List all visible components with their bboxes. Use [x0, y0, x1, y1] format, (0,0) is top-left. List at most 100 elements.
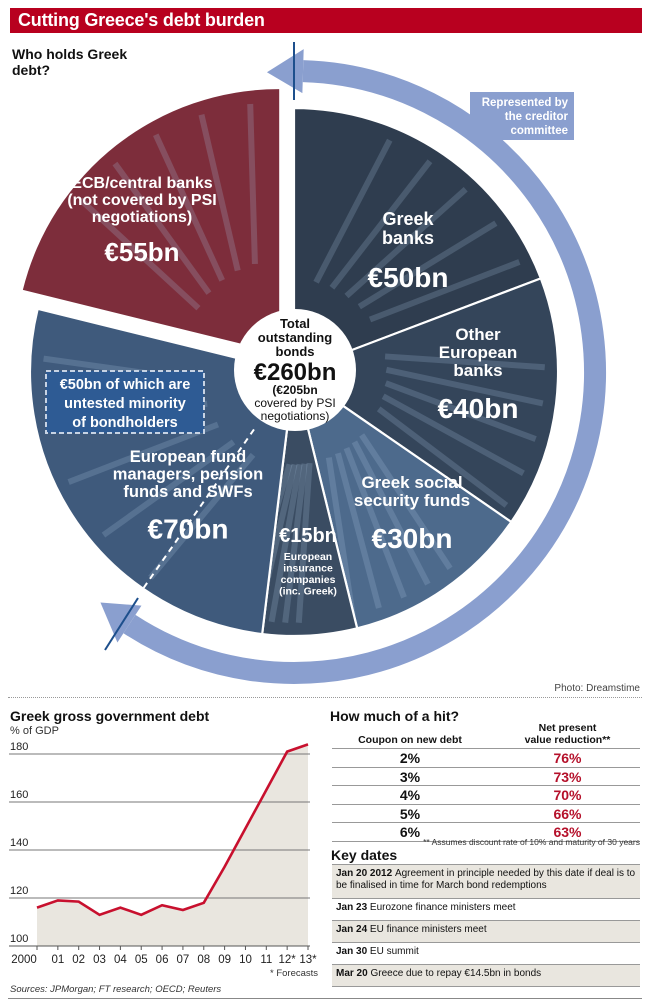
debt-area-fill: [37, 744, 308, 946]
x-tick-label: 13*: [299, 954, 317, 966]
pie-slice-label: (inc. Greek): [279, 586, 337, 598]
coupon-cell: 2%: [399, 750, 421, 766]
creditor-note: Represented by the creditor committee: [470, 92, 574, 140]
y-tick-label: 180: [10, 741, 28, 753]
sources-note: Sources: JPMorgan; FT research; OECD; Re…: [10, 984, 222, 995]
hit-col-npv-header-line2: value reduction**: [524, 734, 611, 746]
coupon-cell: 3%: [399, 768, 421, 785]
slice-texture: [282, 463, 308, 624]
pie-slice-label: European fund: [130, 448, 246, 466]
key-date-text: EU finance ministers meet: [369, 924, 487, 935]
slice-texture: [268, 463, 303, 623]
hit-table-row: 4% 70%: [332, 786, 640, 805]
slice-texture: [67, 421, 220, 485]
arrow-band: [123, 60, 606, 684]
title-bar: Cutting Greece's debt burden: [10, 8, 642, 33]
slice-texture: [344, 186, 468, 299]
hit-table-row: 2% 76%: [332, 748, 640, 768]
x-tick-label: 10: [239, 954, 252, 966]
key-date-item: Jan 30 EU summit: [332, 943, 640, 965]
slice-texture: [313, 138, 393, 284]
pie-slice-label: managers, pension: [113, 466, 263, 484]
center-label: outstanding: [258, 330, 332, 345]
pie-heading: Who holds Greek debt?: [12, 46, 128, 78]
creditor-note-line: committee: [510, 125, 568, 137]
pie-slice-value: €50bn: [368, 262, 449, 293]
npv-cell: 70%: [553, 787, 582, 803]
arrowhead-bottom-icon: [100, 602, 142, 643]
slice-texture: [385, 366, 544, 407]
slice-texture: [329, 159, 433, 290]
pie-slice-label: Other: [455, 325, 501, 344]
npv-cell: 76%: [553, 750, 582, 766]
section-divider: [8, 697, 642, 698]
x-tick-label: 07: [177, 954, 190, 966]
pie-slice-label: funds and SWFs: [123, 483, 252, 501]
x-tick-label: 02: [72, 954, 85, 966]
key-dates-title: Key dates: [331, 847, 398, 863]
hit-col-coupon-header: Coupon on new debt: [358, 734, 462, 746]
debt-chart-title: Greek gross government debt: [10, 708, 210, 724]
debt-chart-ylabel: % of GDP: [10, 725, 59, 737]
npv-cell: 66%: [553, 805, 582, 822]
pie-slice-label: (not covered by PSI: [67, 192, 216, 209]
center-circle: [234, 309, 356, 431]
pie-slice-label: Greek: [382, 209, 434, 229]
pie-slice: [22, 89, 280, 354]
hit-table-title: How much of a hit?: [330, 708, 460, 724]
coupon-cell: 5%: [399, 805, 421, 822]
pie-slice-label: negotiations): [92, 209, 192, 226]
slice-texture: [295, 462, 313, 623]
hit-footnote: ** Assumes discount rate of 10% and matu…: [423, 837, 640, 847]
pie-slice-group: ECB/central banks(not covered by PSInego…: [22, 89, 280, 354]
pie-slice: [292, 369, 513, 630]
slice-texture: [368, 259, 521, 323]
slice-texture: [359, 433, 453, 570]
key-date-text: Agreement in principle needed by this da…: [336, 868, 636, 891]
slice-texture: [376, 406, 509, 508]
hit-col-npv-header: Net present value reduction**: [510, 722, 625, 746]
center-covered: (€205bn: [272, 383, 317, 397]
x-tick-label: 03: [93, 954, 106, 966]
y-tick-label: 120: [10, 885, 28, 897]
y-tick-label: 140: [10, 837, 28, 849]
pie-slice-value: €40bn: [438, 393, 519, 424]
key-date-date: Jan 30: [336, 946, 370, 957]
center-label: Total: [280, 316, 310, 331]
pie-slice-label: banks: [382, 228, 434, 248]
slice-texture: [357, 220, 498, 310]
key-date-text: Eurozone finance ministers meet: [369, 902, 516, 913]
slice-texture: [343, 446, 407, 599]
pie-slice-label: Greek social: [361, 473, 462, 492]
pie-slice-value: €15bn: [279, 525, 337, 547]
x-tick-label: 05: [135, 954, 148, 966]
arrowhead-top-icon: [266, 49, 304, 94]
pie-slice: [292, 106, 543, 374]
slice-texture: [381, 393, 525, 476]
center-covered: negotiations): [261, 409, 330, 423]
slice-texture: [112, 161, 212, 295]
forecasts-note: * Forecasts: [270, 968, 319, 979]
coupon-cell: 4%: [399, 787, 421, 803]
key-date-text: Greece due to repay €14.5bn in bonds: [370, 968, 542, 979]
x-tick-label: 12*: [279, 954, 297, 966]
minority-note-line: of bondholders: [72, 415, 178, 431]
slice-texture: [384, 380, 537, 442]
pie-slice: [291, 276, 560, 524]
slice-texture: [148, 452, 256, 580]
hit-col-npv-header-line1: Net present: [538, 722, 597, 734]
pie-slice-label: security funds: [354, 491, 470, 510]
bottom-rule: [8, 998, 642, 999]
npv-cell: 63%: [553, 824, 582, 840]
pie-slice-label: European: [439, 343, 517, 362]
y-tick-label: 100: [10, 933, 28, 945]
pie-slice-value: €30bn: [372, 523, 453, 554]
minority-note-line: €50bn of which are: [60, 377, 191, 393]
debt-line-chart: 100 120 140 160 180 2000 01 02 03 04 05 06 07 08 09 10 1…: [9, 741, 317, 966]
npv-cell: 73%: [553, 768, 582, 785]
x-tick-label: 08: [197, 954, 210, 966]
key-date-date: Jan 23: [336, 902, 370, 913]
x-tick-label: 01: [51, 954, 64, 966]
